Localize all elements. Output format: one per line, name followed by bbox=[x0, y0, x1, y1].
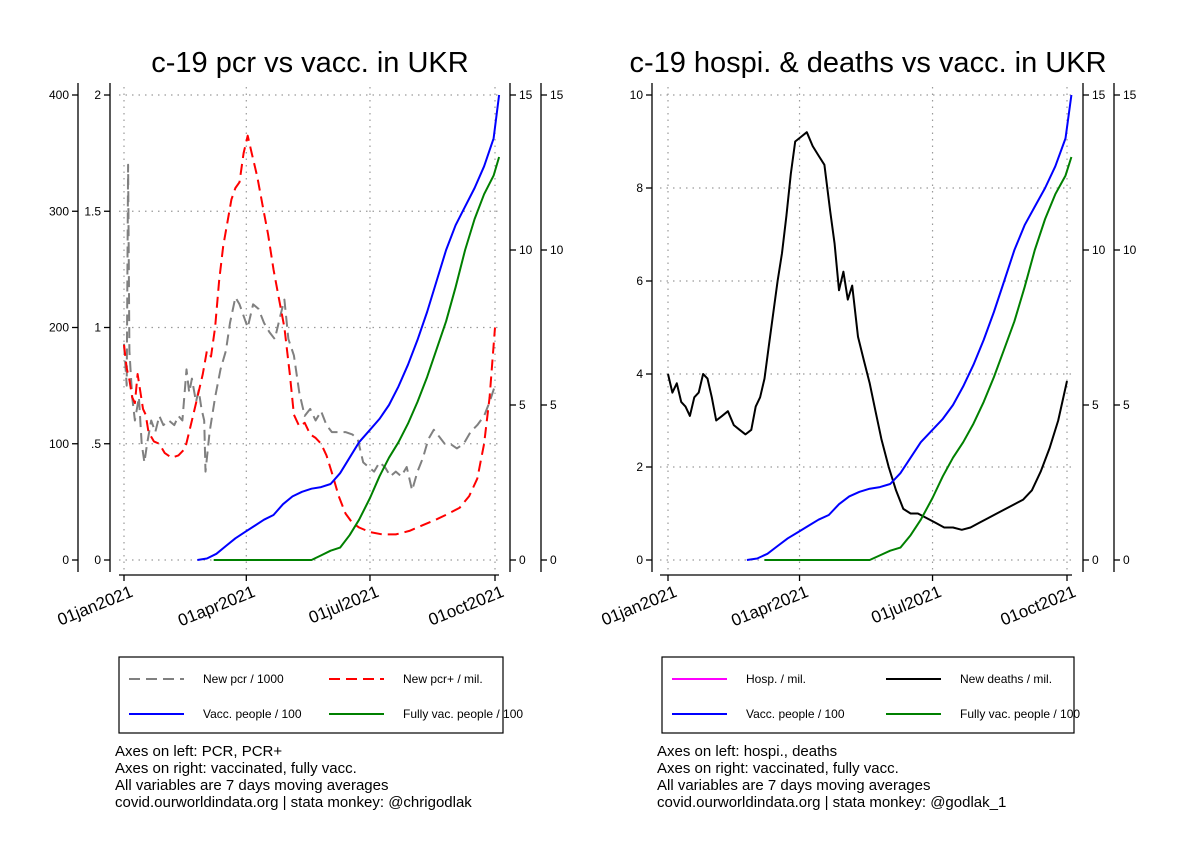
chart1-note-4: covid.ourworldindata.org | stata monkey:… bbox=[115, 794, 472, 811]
chart2-series-vacc-people-100 bbox=[746, 94, 1073, 561]
chart1-series-fully-vac-people-100 bbox=[213, 156, 501, 561]
chart2-tick-label-left_inner: 2 bbox=[636, 460, 643, 474]
chart1-legend-label: New pcr+ / mil. bbox=[403, 672, 483, 686]
chart1-legend-label: Fully vac. people / 100 bbox=[403, 707, 523, 721]
chart2-tick-label-right_inner: 0 bbox=[1092, 553, 1099, 567]
chart1-tick-label-right_outer: 15 bbox=[550, 88, 564, 102]
chart2-tick-label-x: 01jan2021 bbox=[599, 582, 680, 629]
chart1-tick-label-left_outer: 300 bbox=[49, 204, 69, 218]
chart1-tick-label-right_outer: 10 bbox=[550, 243, 564, 257]
chart1-tick-label-left_inner: 1.5 bbox=[84, 204, 101, 218]
chart1-series-vacc-people-100 bbox=[197, 94, 501, 561]
chart2-tick-label-left_inner: 8 bbox=[636, 181, 643, 195]
chart2-tick-label-x: 01jul2021 bbox=[869, 582, 944, 627]
chart1-tick-label-x: 01jan2021 bbox=[55, 582, 136, 629]
chart2-legend-label: Hosp. / mil. bbox=[746, 672, 806, 686]
chart1-note-2: Axes on right: vaccinated, fully vacc. bbox=[115, 760, 357, 777]
chart2-series-fully-vac-people-100 bbox=[764, 156, 1073, 561]
chart1-tick-label-right_outer: 5 bbox=[550, 398, 557, 412]
chart2-tick-label-right_inner: 10 bbox=[1092, 243, 1106, 257]
chart2-tick-label-right_outer: 10 bbox=[1123, 243, 1137, 257]
chart2-tick-label-right_outer: 0 bbox=[1123, 553, 1130, 567]
chart1-tick-label-right_inner: 10 bbox=[519, 243, 533, 257]
chart2-legend-label: Vacc. people / 100 bbox=[746, 707, 845, 721]
chart2-tick-label-x: 01apr2021 bbox=[729, 582, 812, 630]
chart1-title: c-19 pcr vs vacc. in UKR bbox=[151, 47, 468, 79]
chart2-tick-label-left_inner: 10 bbox=[630, 88, 644, 102]
chart2-title: c-19 hospi. & deaths vs vacc. in UKR bbox=[629, 47, 1106, 79]
chart1-tick-label-left_inner: 2 bbox=[94, 88, 101, 102]
chart2-legend-box bbox=[661, 656, 1075, 734]
chart1-tick-label-x: 01oct2021 bbox=[426, 582, 507, 629]
chart2-tick-label-right_inner: 15 bbox=[1092, 88, 1106, 102]
chart2-series-new-deaths-mil bbox=[667, 131, 1068, 531]
chart2-note-4: covid.ourworldindata.org | stata monkey:… bbox=[657, 794, 1007, 811]
chart1-series-new-pcr-1000 bbox=[123, 163, 496, 492]
chart1-tick-label-left_outer: 100 bbox=[49, 437, 69, 451]
chart1-series-new-pcr-mil bbox=[123, 134, 496, 536]
chart1-legend-label: Vacc. people / 100 bbox=[203, 707, 302, 721]
chart2-tick-label-left_inner: 4 bbox=[636, 367, 643, 381]
chart1-tick-label-right_outer: 0 bbox=[550, 553, 557, 567]
chart2-legend-label: Fully vac. people / 100 bbox=[960, 707, 1080, 721]
chart1-tick-label-left_outer: 400 bbox=[49, 88, 69, 102]
chart1-legend-label: New pcr / 1000 bbox=[203, 672, 284, 686]
chart2-legend-label: New deaths / mil. bbox=[960, 672, 1052, 686]
chart2-tick-label-right_inner: 5 bbox=[1092, 398, 1099, 412]
chart1-tick-label-x: 01apr2021 bbox=[175, 582, 258, 630]
chart1-note-3: All variables are 7 days moving averages bbox=[115, 777, 389, 794]
chart1-tick-label-right_inner: 15 bbox=[519, 88, 533, 102]
chart2-tick-label-left_inner: 6 bbox=[636, 274, 643, 288]
chart2-tick-label-x: 01oct2021 bbox=[998, 582, 1079, 629]
chart2-note-2: Axes on right: vaccinated, fully vacc. bbox=[657, 760, 899, 777]
chart2-tick-label-right_outer: 5 bbox=[1123, 398, 1130, 412]
chart1-tick-label-left_outer: 200 bbox=[49, 321, 69, 335]
chart1-note-1: Axes on left: PCR, PCR+ bbox=[115, 743, 283, 760]
chart2-tick-label-right_outer: 15 bbox=[1123, 88, 1137, 102]
chart2-note-3: All variables are 7 days moving averages bbox=[657, 777, 931, 794]
chart1-tick-label-left_inner: .5 bbox=[91, 437, 101, 451]
chart1-tick-label-left_inner: 1 bbox=[94, 321, 101, 335]
chart2-note-1: Axes on left: hospi., deaths bbox=[657, 743, 838, 760]
chart2-tick-label-left_inner: 0 bbox=[636, 553, 643, 567]
chart1-tick-label-right_inner: 5 bbox=[519, 398, 526, 412]
chart1-tick-label-right_inner: 0 bbox=[519, 553, 526, 567]
chart1-tick-label-left_inner: 0 bbox=[94, 553, 101, 567]
chart1-tick-label-left_outer: 0 bbox=[62, 553, 69, 567]
chart1-legend-box bbox=[118, 656, 504, 734]
chart1-tick-label-x: 01jul2021 bbox=[306, 582, 381, 627]
